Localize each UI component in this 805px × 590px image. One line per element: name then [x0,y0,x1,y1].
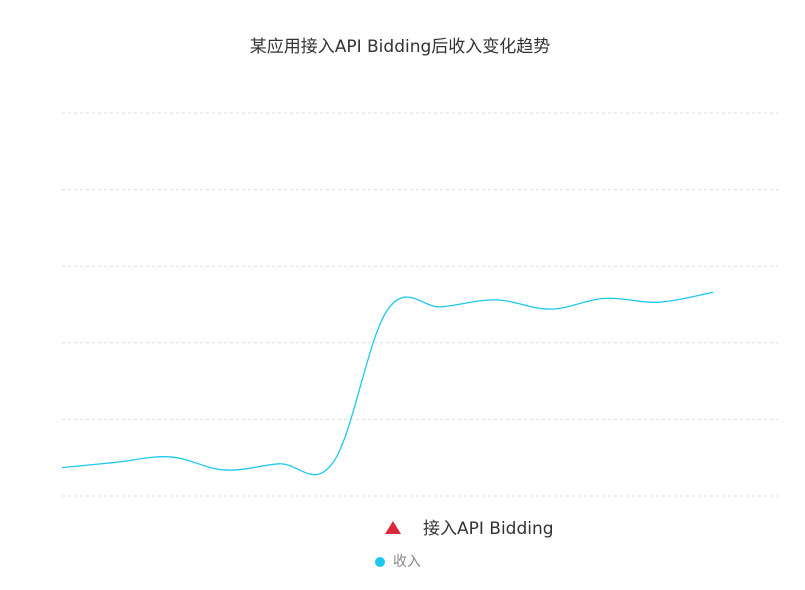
line-series [61,291,714,476]
legend-marker [375,557,385,567]
chart-title: 某应用接入API Bidding后收入变化趋势 [250,37,551,57]
annotation-label: 接入API Bidding [423,519,554,539]
annotation-marker [385,521,401,534]
legend-label: 收入 [393,554,421,570]
